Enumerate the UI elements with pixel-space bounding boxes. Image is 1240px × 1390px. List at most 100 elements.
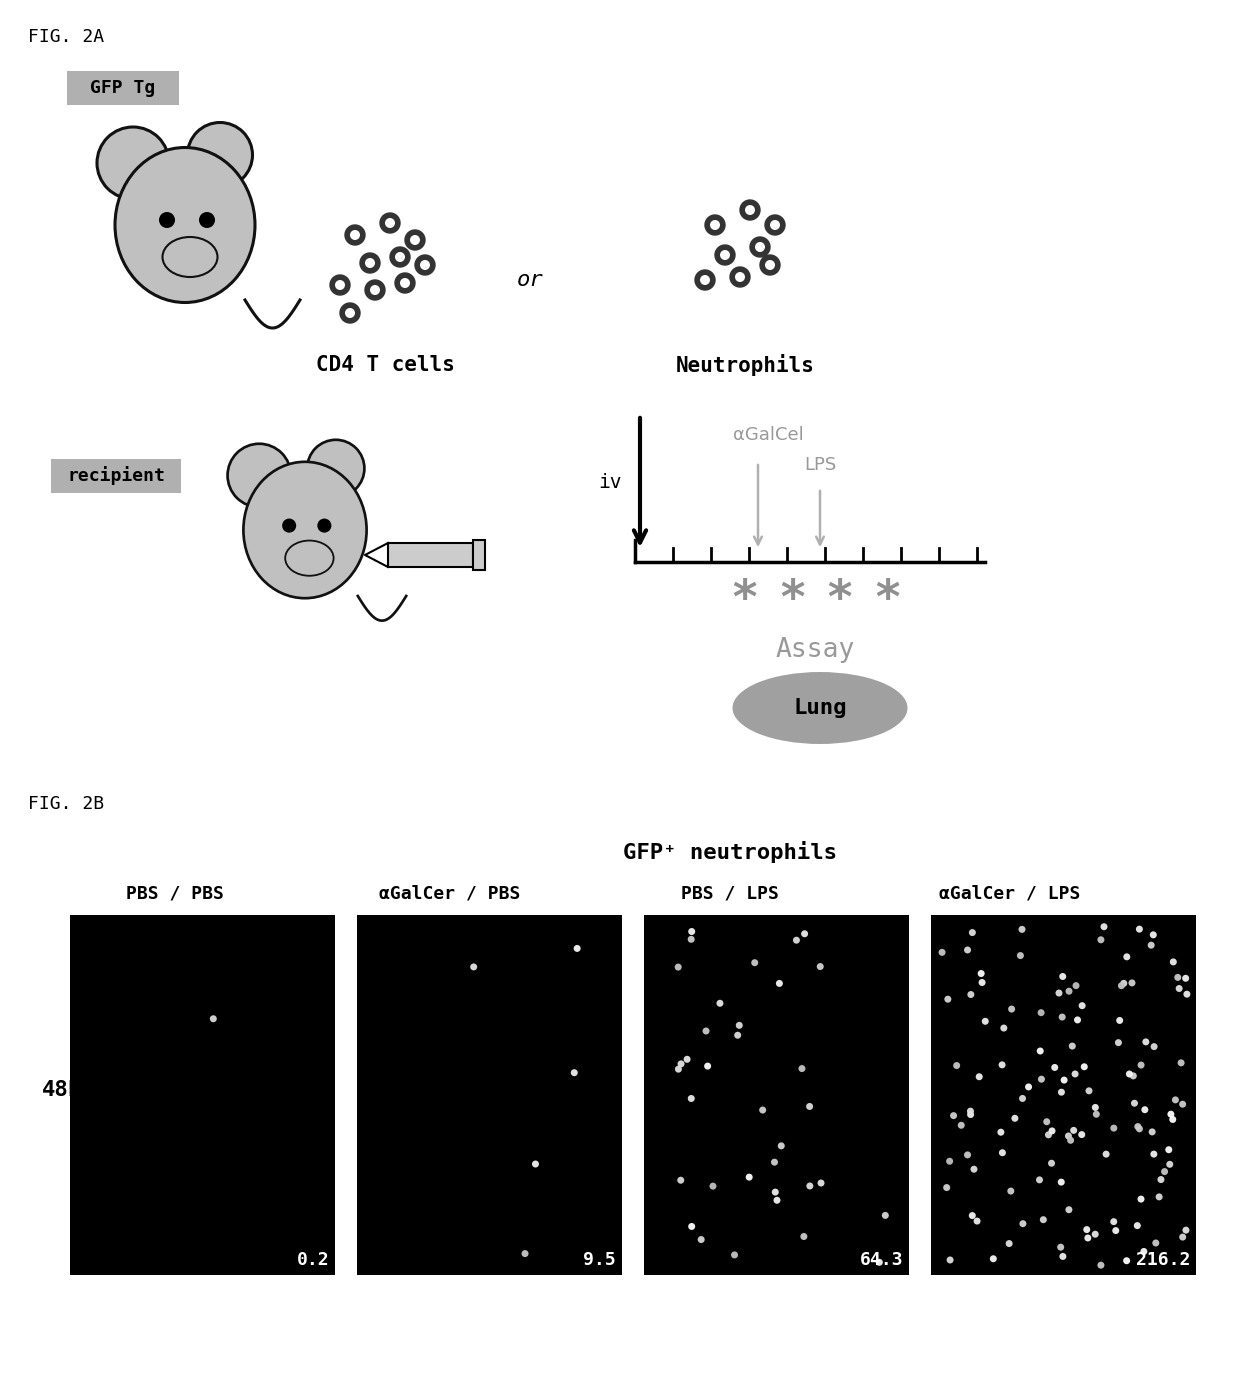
Text: αGalCer / LPS: αGalCer / LPS: [940, 884, 1081, 902]
FancyBboxPatch shape: [67, 71, 179, 106]
Circle shape: [1131, 1099, 1138, 1106]
Circle shape: [470, 963, 477, 970]
Circle shape: [1169, 959, 1177, 966]
Circle shape: [732, 1251, 738, 1258]
Circle shape: [1045, 1131, 1052, 1138]
Circle shape: [365, 279, 384, 300]
Circle shape: [1049, 1127, 1055, 1134]
Circle shape: [765, 260, 775, 270]
Circle shape: [1058, 1244, 1064, 1251]
Circle shape: [1115, 1040, 1122, 1047]
Circle shape: [1060, 1077, 1068, 1084]
Circle shape: [751, 959, 758, 966]
Text: or: or: [517, 270, 543, 291]
Circle shape: [1118, 983, 1125, 990]
Circle shape: [946, 1158, 954, 1165]
Circle shape: [1167, 1111, 1174, 1118]
Circle shape: [410, 235, 420, 245]
Circle shape: [1166, 1147, 1172, 1154]
Text: 9.5: 9.5: [583, 1251, 616, 1269]
Circle shape: [950, 1112, 957, 1119]
Circle shape: [1130, 1073, 1137, 1080]
Circle shape: [1172, 1097, 1179, 1104]
Circle shape: [1065, 988, 1073, 995]
Circle shape: [1081, 1063, 1087, 1070]
Text: PBS / PBS: PBS / PBS: [126, 884, 224, 902]
Circle shape: [1079, 1002, 1086, 1009]
Circle shape: [765, 215, 785, 235]
Bar: [931, 915, 1197, 1275]
Circle shape: [717, 999, 723, 1006]
Circle shape: [283, 518, 296, 532]
Circle shape: [1017, 952, 1024, 959]
Circle shape: [745, 1173, 753, 1180]
Circle shape: [345, 309, 355, 318]
Circle shape: [954, 1062, 960, 1069]
Circle shape: [1136, 926, 1143, 933]
Circle shape: [1151, 1151, 1157, 1158]
Circle shape: [817, 1180, 825, 1187]
Bar: [388, 543, 472, 567]
Circle shape: [1141, 1106, 1148, 1113]
Bar: [357, 915, 622, 1275]
Circle shape: [1148, 941, 1154, 949]
Circle shape: [771, 1188, 779, 1195]
Circle shape: [688, 1095, 694, 1102]
Circle shape: [806, 1102, 813, 1111]
Circle shape: [1048, 1159, 1055, 1166]
Circle shape: [978, 979, 986, 986]
Circle shape: [1035, 1176, 1043, 1183]
Text: 216.2: 216.2: [1136, 1251, 1190, 1269]
Circle shape: [770, 220, 780, 229]
Circle shape: [998, 1062, 1006, 1069]
Circle shape: [711, 220, 720, 229]
Text: CD4 T cells: CD4 T cells: [315, 354, 454, 375]
Circle shape: [1128, 980, 1136, 987]
Circle shape: [968, 929, 976, 935]
Circle shape: [1084, 1234, 1091, 1241]
Circle shape: [939, 949, 946, 956]
Circle shape: [420, 260, 430, 270]
Circle shape: [1100, 923, 1107, 930]
Circle shape: [1120, 980, 1127, 987]
Circle shape: [701, 275, 711, 285]
Circle shape: [1123, 1257, 1130, 1265]
Text: recipient: recipient: [67, 467, 165, 485]
Circle shape: [1007, 1187, 1014, 1194]
Circle shape: [405, 229, 425, 250]
Circle shape: [1149, 931, 1157, 938]
Text: LPS: LPS: [804, 456, 836, 474]
Circle shape: [882, 1212, 889, 1219]
Text: Lung: Lung: [794, 698, 847, 719]
Circle shape: [1152, 1240, 1159, 1247]
Ellipse shape: [162, 238, 217, 277]
Circle shape: [706, 215, 725, 235]
Text: GFP⁺ neutrophils: GFP⁺ neutrophils: [622, 841, 837, 863]
Circle shape: [968, 1212, 976, 1219]
Circle shape: [360, 253, 379, 272]
Text: αGalCer / PBS: αGalCer / PBS: [379, 884, 521, 902]
Polygon shape: [365, 543, 388, 567]
Circle shape: [1137, 1195, 1145, 1202]
Circle shape: [1019, 1220, 1027, 1227]
Circle shape: [957, 1122, 965, 1129]
Circle shape: [1148, 1129, 1156, 1136]
Circle shape: [990, 1255, 997, 1262]
Circle shape: [977, 970, 985, 977]
Circle shape: [1068, 1137, 1074, 1144]
Circle shape: [740, 200, 760, 220]
Circle shape: [760, 254, 780, 275]
Circle shape: [1179, 1101, 1187, 1108]
Text: FIG. 2B: FIG. 2B: [29, 795, 104, 813]
Circle shape: [967, 1108, 973, 1115]
Circle shape: [1141, 1248, 1147, 1255]
Circle shape: [1059, 1013, 1065, 1020]
Circle shape: [1126, 1070, 1133, 1077]
Circle shape: [944, 1184, 950, 1191]
Circle shape: [709, 1183, 717, 1190]
Circle shape: [1040, 1216, 1047, 1223]
Circle shape: [777, 1143, 785, 1150]
Circle shape: [365, 259, 374, 268]
Text: *: *: [730, 577, 759, 623]
Circle shape: [340, 303, 360, 322]
